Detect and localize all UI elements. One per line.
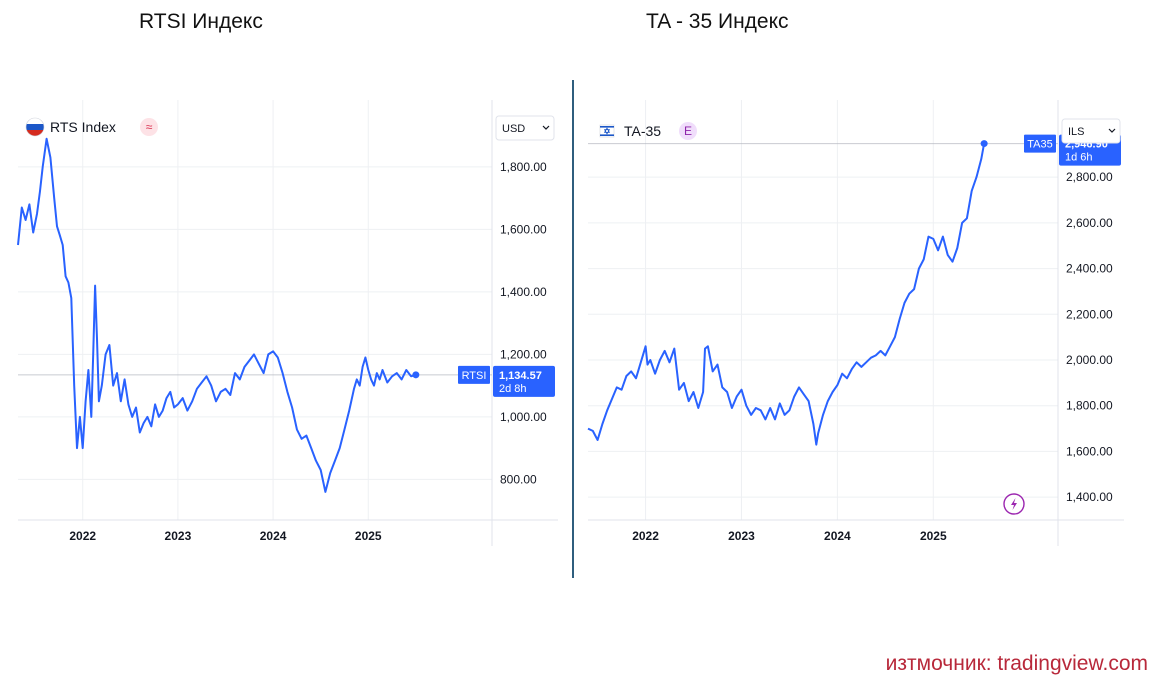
x-tick-label: 2023: [165, 529, 192, 543]
y-tick-label: 1,600.00: [500, 222, 547, 236]
flag-field: [599, 124, 615, 138]
x-tick-label: 2022: [632, 529, 659, 543]
russia-flag-icon: [25, 117, 45, 137]
x-tick-label: 2022: [69, 529, 96, 543]
y-tick-label: 1,800.00: [1066, 399, 1113, 413]
currency-label: USD: [502, 123, 525, 135]
star-up: [603, 127, 611, 133]
flag-stripes: [26, 118, 44, 136]
symbol-badge-glyph: E: [684, 124, 692, 138]
y-tick-label: 800.00: [500, 472, 537, 486]
flag-stripe-top: [600, 126, 614, 128]
lightning-icon[interactable]: [1003, 493, 1025, 515]
price-tag-countdown: 2d 8h: [499, 383, 527, 395]
symbol-badge-glyph: ≈: [146, 120, 153, 134]
y-tick-label: 1,400.00: [1066, 490, 1113, 504]
rts-chart-svg[interactable]: 800.00 1,000.00 1,200.00 1,400.00 1,600.00 1,…: [17, 100, 558, 550]
last-point-marker: [980, 140, 988, 148]
israel-flag-icon: [599, 124, 615, 138]
x-tick-label: 2024: [824, 529, 851, 543]
flag-stripe-white: [26, 118, 44, 124]
flag-stripe-bottom: [600, 134, 614, 136]
ta35-chart-svg[interactable]: 1,400.00 1,600.00 1,800.00 2,000.00 2,200.00…: [587, 100, 1128, 550]
flag-stripe-blue: [26, 124, 44, 130]
symbol-tag: [458, 365, 490, 384]
currency-select[interactable]: [495, 115, 555, 141]
x-tick-label: 2025: [920, 529, 947, 543]
last-point-marker: [412, 371, 420, 379]
price-tag: [493, 365, 555, 397]
x-tick-label: 2025: [355, 529, 382, 543]
flag-outline: [25, 117, 45, 137]
currency-select[interactable]: [1061, 118, 1121, 144]
y-tick-label: 2,600.00: [1066, 216, 1113, 230]
y-tick-label: 1,200.00: [500, 347, 547, 361]
panel-divider: [572, 80, 574, 578]
rts-chart-panel[interactable]: 800.00 1,000.00 1,200.00 1,400.00 1,600.00 1,…: [17, 100, 558, 550]
right-chart-heading: TA - 35 Индекс: [646, 10, 789, 33]
price-tag-countdown: 1d 6h: [1065, 152, 1093, 164]
y-tick-label: 1,800.00: [500, 160, 547, 174]
symbol-badge: [140, 118, 158, 136]
currency-label: ILS: [1068, 126, 1085, 138]
left-chart-heading: RTSI Индекс: [139, 10, 263, 33]
source-caption: изтмочник: tradingview.com: [885, 652, 1148, 675]
series-line: [587, 143, 986, 446]
star-down: [603, 129, 611, 135]
chevron-down-icon[interactable]: [1108, 128, 1116, 133]
y-tick-label: 1,600.00: [1066, 444, 1113, 458]
y-tick-label: 1,000.00: [500, 410, 547, 424]
flag-stripe-red: [26, 130, 44, 136]
symbol-tag: [1024, 134, 1056, 153]
y-tick-label: 1,400.00: [500, 285, 547, 299]
symbol-tag-label: TA35: [1027, 139, 1052, 151]
symbol-badge: [679, 122, 697, 140]
y-tick-label: 2,200.00: [1066, 307, 1113, 321]
y-tick-label: 2,400.00: [1066, 262, 1113, 276]
x-tick-label: 2023: [728, 529, 755, 543]
series-line: [17, 137, 417, 493]
y-tick-label: 2,000.00: [1066, 353, 1113, 367]
price-tag-value: 1,134.57: [499, 370, 542, 382]
lightning-icon-bolt: [1011, 498, 1017, 510]
symbol-name[interactable]: TA-35: [624, 123, 661, 139]
symbol-tag-label: RTSI: [462, 370, 487, 382]
x-tick-label: 2024: [260, 529, 287, 543]
y-tick-label: 2,800.00: [1066, 170, 1113, 184]
ta35-chart-panel[interactable]: 1,400.00 1,600.00 1,800.00 2,000.00 2,200.00…: [587, 100, 1128, 550]
chevron-down-icon[interactable]: [542, 125, 550, 130]
symbol-name[interactable]: RTS Index: [50, 119, 116, 135]
